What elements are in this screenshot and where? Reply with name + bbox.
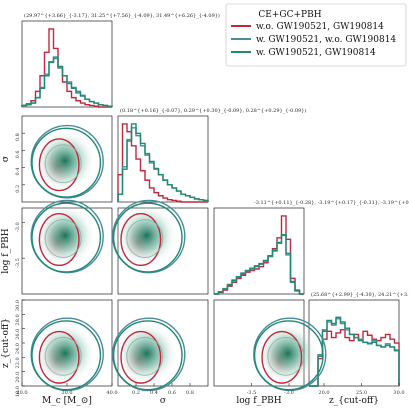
contour-inner: [44, 144, 82, 184]
y-tick-label: 26.0: [15, 329, 21, 340]
legend-title: CE+GC+PBH: [258, 10, 321, 20]
contour-inner: [126, 336, 164, 376]
contour-red: [38, 213, 80, 267]
histogram-red: [309, 329, 400, 387]
x-axis-label-sigma: σ: [160, 396, 166, 406]
axes-frame: [213, 207, 305, 295]
x-tick-label: 20.0: [16, 390, 27, 396]
y-tick-label: 30.0: [15, 300, 21, 311]
legend-entry-label: w.o. GW190521, GW190814: [256, 22, 384, 32]
panel-zcut-vs-logfPBH: [213, 299, 327, 392]
contour-blue: [112, 317, 186, 392]
summary-sigma: (0.18^{+0.16}_{-0.07}, 0.29^{+0.30}_{-0.…: [120, 107, 306, 114]
x-tick-label: 40.0: [106, 390, 117, 396]
y-axis-label-zcut: z_{cut-off}: [1, 318, 11, 368]
x-axis-label-logfPBH: log f_PBH: [236, 396, 281, 406]
x-tick-label: 30.0: [61, 390, 72, 396]
contour-green: [112, 320, 183, 391]
x-tick-label: 0.4: [150, 390, 158, 396]
x-tick-label: 0.8: [186, 390, 194, 396]
contour-inner: [267, 336, 305, 376]
summary-zcut: (25.68^{+2.99}_{-4.30}, 24.21^{+3.37}_{-…: [311, 291, 409, 298]
y-axis-label-logfPBH: log f_PBH: [1, 228, 11, 273]
legend: CE+GC+PBH w.o. GW190521, GW190814 w. GW190…: [225, 3, 407, 67]
y-tick-label: 18.0: [15, 386, 21, 397]
y-axis-label-sigma: σ: [1, 156, 11, 162]
y-tick-label: -3.0: [15, 222, 21, 232]
x-tick-label: 25.0: [356, 390, 367, 396]
histogram-green: [214, 233, 304, 295]
histogram-red: [117, 123, 208, 203]
x-tick-label: 0.2: [132, 390, 140, 396]
y-tick-label: 0.8: [15, 133, 21, 141]
x-axis-label-zcut: z_{cut-off}: [329, 396, 379, 406]
panel-sigma-vs-Mc: [21, 115, 113, 203]
x-tick-label: -3.5: [247, 390, 257, 396]
contour-inner: [44, 336, 82, 376]
contour-red: [120, 213, 162, 267]
y-tick-label: 20.0: [15, 372, 21, 383]
axes-frame: [117, 115, 209, 203]
legend-entry-label: w. GW190521, w.o. GW190814: [256, 35, 396, 45]
histogram-green: [117, 123, 209, 202]
contour-green: [31, 202, 102, 273]
axes-frame: [21, 20, 113, 108]
y-tick-label: 28.0: [15, 314, 21, 325]
contour-inner: [44, 219, 82, 258]
contour-blue: [30, 199, 104, 274]
histogram-red: [21, 28, 112, 108]
contour-red: [261, 330, 303, 384]
contour-red: [120, 330, 162, 384]
contour-green: [31, 127, 102, 198]
y-tick-label: 22.0: [15, 357, 21, 368]
summary-Mc: (29.97^{+3.66}_{-3.17}, 31.25^{+7.56}_{-…: [24, 12, 220, 19]
summary-logfPBH: -3.11^{+0.11}_{-0.28}, -3.19^{+0.17}_{-0…: [254, 199, 409, 206]
contour-blue: [253, 317, 327, 392]
y-tick-label: 0.6: [15, 150, 21, 158]
legend-entry-label: w. GW190521, GW190814: [256, 48, 376, 58]
contour-red: [38, 138, 80, 192]
panel-zcut-vs-Mc: [21, 299, 113, 392]
y-tick-label: -3.5: [15, 258, 21, 268]
contour-green: [253, 320, 324, 391]
histogram-green: [21, 56, 113, 107]
contour-blue: [112, 199, 186, 274]
histogram-red: [214, 215, 304, 295]
x-tick-label: -3.0: [284, 390, 294, 396]
legend-box: [225, 3, 407, 67]
x-axis-label-Mc: M_c [M_⊙]: [42, 396, 92, 406]
panel-zcut-vs-sigma: [112, 299, 209, 392]
contour-inner: [126, 219, 164, 258]
contour-green: [112, 202, 183, 273]
contour-green: [31, 320, 102, 391]
contour-blue: [30, 317, 104, 392]
x-tick-label: 30.0: [393, 390, 404, 396]
contour-blue: [30, 124, 104, 199]
contour-red: [38, 330, 80, 384]
y-tick-label: 24.0: [15, 343, 21, 354]
x-tick-label: 20.0: [318, 390, 329, 396]
y-tick-label: 0.2: [15, 185, 21, 193]
y-tick-label: 0.4: [15, 168, 21, 176]
histogram-green: [309, 316, 400, 387]
panel-logfPBH-vs-sigma: [112, 199, 209, 295]
panel-logfPBH-vs-Mc: [21, 199, 113, 295]
x-tick-label: 0.6: [168, 390, 176, 396]
